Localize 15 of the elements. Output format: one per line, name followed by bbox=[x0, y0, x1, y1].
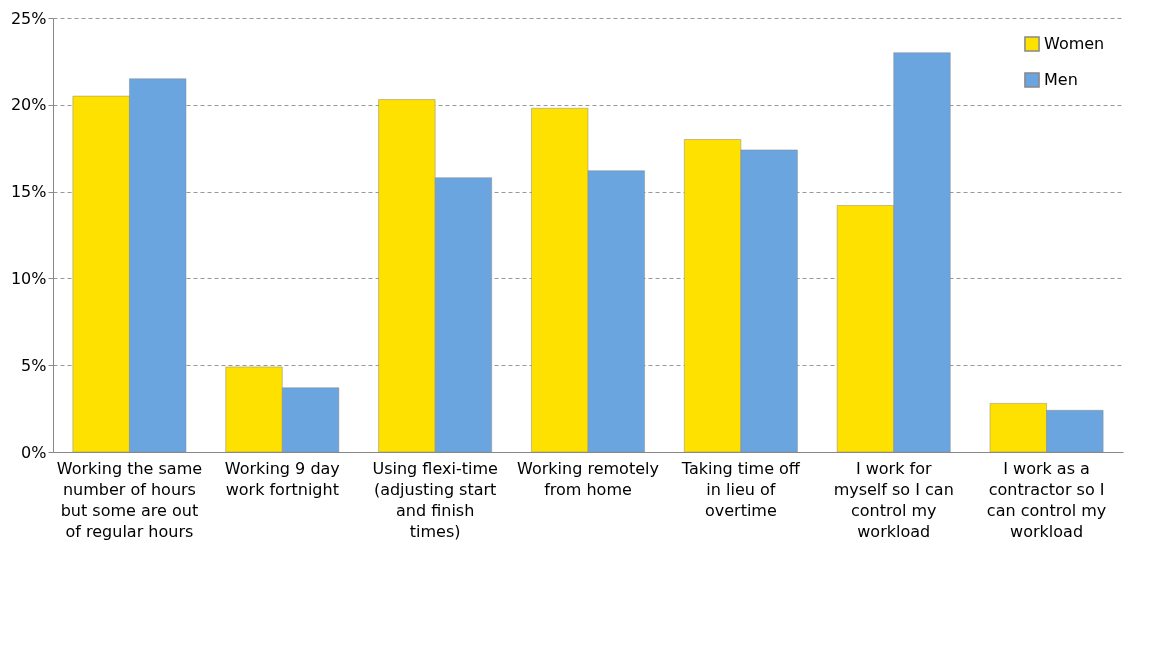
y-tick-label: 20% bbox=[10, 95, 47, 115]
x-tick-label: Taking time off in lieu of overtime bbox=[680, 458, 801, 520]
y-tick-label: 0% bbox=[21, 442, 47, 462]
x-tick-label: Working remotely from home bbox=[517, 458, 659, 499]
x-tick-label: I work as a contractor so I can control my workload bbox=[986, 458, 1107, 541]
y-tick-label: 15% bbox=[10, 182, 47, 202]
y-tick-label: 25% bbox=[10, 8, 47, 28]
legend-label: Women bbox=[1044, 34, 1105, 53]
x-tick-label: Using flexi-time (adjusting start and finish times) bbox=[372, 458, 498, 541]
x-tick-label: I work for myself so I can control my workload bbox=[833, 458, 954, 541]
legend-label: Men bbox=[1044, 70, 1078, 89]
y-tick-label: 10% bbox=[10, 268, 47, 288]
x-tick-label: Working 9 day work fortnight bbox=[224, 458, 340, 499]
x-tick-label: Working the same number of hours but some are out of regular hours bbox=[56, 458, 203, 541]
y-tick-label: 5% bbox=[21, 355, 47, 375]
